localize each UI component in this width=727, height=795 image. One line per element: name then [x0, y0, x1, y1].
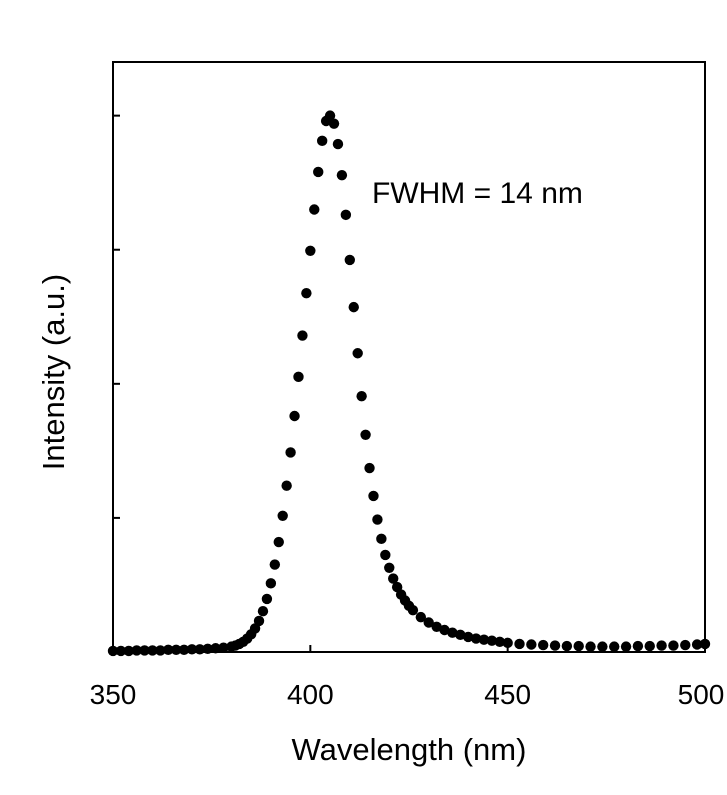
y-axis-label: Intensity (a.u.) [36, 274, 71, 470]
data-point [107, 645, 119, 657]
data-point [668, 640, 679, 651]
data-point [514, 638, 525, 650]
x-ticks: 350 400 450 500 [90, 645, 725, 710]
data-point [463, 631, 474, 643]
data-point [384, 562, 395, 573]
data-point [699, 638, 711, 650]
data-point [573, 640, 584, 652]
data-point [439, 624, 450, 636]
data-point [376, 533, 387, 545]
data-point [372, 514, 383, 525]
data-point [186, 644, 198, 655]
data-point [324, 110, 336, 121]
data-point [486, 635, 498, 646]
data-point [336, 169, 348, 181]
data-point [609, 641, 620, 652]
data-point [455, 629, 466, 641]
data-point [293, 371, 304, 383]
data-point [178, 644, 190, 656]
data-point [585, 641, 596, 652]
data-point [470, 633, 482, 644]
data-point [147, 645, 158, 656]
data-point [537, 639, 549, 651]
data-point [691, 639, 703, 650]
data-point [297, 330, 308, 341]
data-point [155, 645, 166, 656]
data-point [316, 135, 328, 147]
data-point [313, 166, 324, 178]
data-point [415, 611, 427, 623]
data-point [139, 645, 150, 656]
data-point [348, 301, 359, 313]
data-point [289, 410, 300, 422]
data-point [549, 640, 561, 651]
data-point [170, 644, 182, 656]
data-point [431, 621, 442, 632]
data-point [115, 645, 127, 657]
data-point [257, 606, 269, 617]
data-point [277, 510, 288, 521]
data-point [281, 480, 292, 491]
data-point [261, 593, 273, 605]
data-point [632, 640, 644, 652]
data-point [494, 636, 505, 648]
data-point [202, 643, 213, 654]
data-point [210, 643, 221, 654]
data-point [194, 644, 206, 655]
data-point [301, 287, 312, 299]
data-point [561, 640, 573, 652]
data-point [332, 138, 344, 150]
x-tick-label: 400 [287, 679, 334, 710]
x-axis-label: Wavelength (nm) [292, 732, 527, 767]
data-point [218, 642, 229, 653]
data-point [478, 634, 490, 645]
x-tick-label: 500 [678, 679, 725, 710]
data-point [305, 245, 316, 256]
data-point [423, 617, 434, 628]
data-point [163, 644, 174, 656]
data-points [107, 110, 711, 657]
data-point [526, 639, 537, 650]
data-point [656, 640, 667, 651]
data-point [344, 254, 355, 266]
data-point [364, 462, 375, 474]
data-point [269, 559, 281, 570]
data-point [285, 447, 296, 458]
x-tick-label: 450 [484, 679, 531, 710]
data-point [340, 209, 352, 221]
data-point [265, 578, 277, 589]
data-point [356, 390, 367, 402]
data-point [447, 627, 458, 638]
x-tick-label: 350 [90, 679, 137, 710]
data-point [309, 204, 320, 215]
data-point [407, 604, 419, 616]
data-point [502, 637, 513, 649]
data-point [360, 429, 371, 440]
data-point [368, 490, 379, 502]
data-point [680, 639, 691, 651]
fwhm-annotation: FWHM = 14 nm [372, 177, 583, 210]
data-point [644, 640, 655, 652]
plot-frame [112, 61, 706, 653]
data-point [328, 118, 340, 129]
data-point [597, 641, 608, 652]
y-ticks [113, 114, 120, 519]
data-point [123, 645, 134, 657]
data-point [388, 573, 399, 584]
data-point [253, 615, 265, 627]
data-point [273, 536, 284, 548]
data-point [352, 348, 363, 359]
data-point [131, 645, 142, 656]
data-point [620, 641, 632, 652]
data-point [380, 549, 391, 561]
